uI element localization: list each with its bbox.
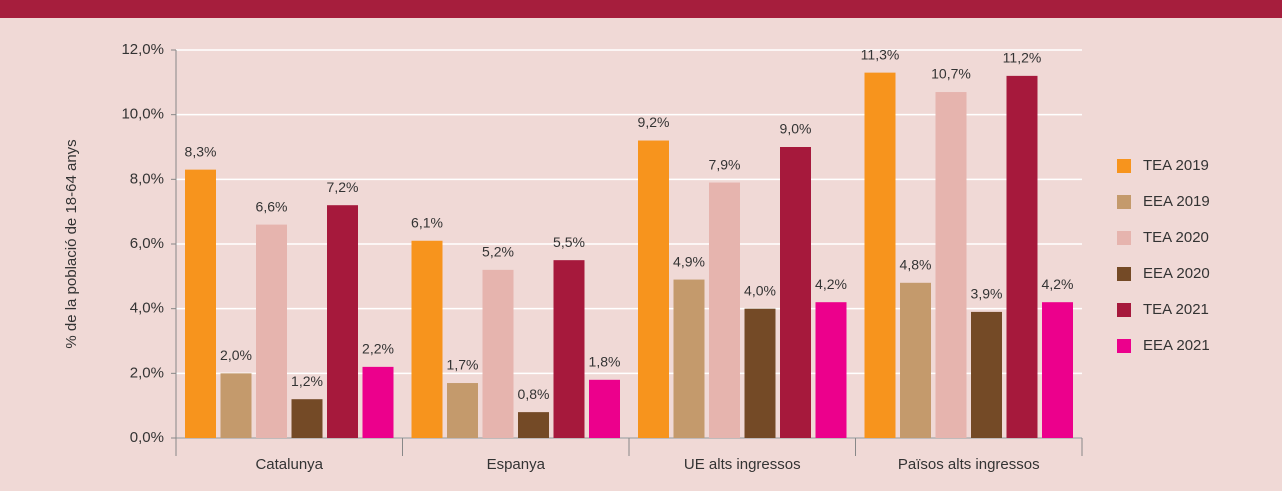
legend-label: EEA 2019 [1143,193,1210,210]
legend-label: TEA 2020 [1143,229,1209,246]
bar [971,311,1002,438]
bar [327,205,358,438]
value-label: 11,3% [861,46,900,62]
value-label: 1,2% [291,373,323,389]
bar [935,92,967,439]
bar [447,383,478,438]
value-label: 5,5% [553,234,585,250]
x-tick-label: Catalunya [255,456,323,473]
y-axis-title: % de la població de 18-64 anys [63,139,80,348]
header-band [0,0,1282,18]
bar [411,240,443,438]
value-label: 4,9% [673,253,705,269]
legend-label: TEA 2019 [1143,157,1209,174]
bar [256,224,287,438]
legend-swatch [1117,267,1131,281]
y-tick-label: 10,0% [121,106,164,123]
bar [780,147,811,438]
x-tick-label: UE alts ingressos [684,456,801,473]
value-label: 7,2% [327,179,359,195]
bar [553,260,585,438]
bar [673,279,705,438]
bar [220,373,252,438]
bar [185,169,216,438]
value-label: 10,7% [931,66,971,82]
value-label: 4,2% [1042,276,1074,292]
bar [1006,75,1038,438]
value-label: 1,7% [447,357,479,373]
bar [362,366,394,438]
y-tick-label: 4,0% [130,300,164,317]
y-tick-label: 0,0% [130,429,164,446]
legend-swatch [1117,195,1131,209]
legend-swatch [1117,159,1131,173]
y-tick-label: 12,0% [121,41,164,58]
legend-label: EEA 2020 [1143,265,1210,282]
value-label: 2,2% [362,341,394,357]
bar [482,269,514,438]
bar [864,72,896,438]
value-label: 11,2% [1003,50,1042,66]
bar [291,399,323,438]
y-tick-label: 6,0% [130,235,164,252]
x-tick-label: Espanya [487,456,546,473]
value-label: 4,8% [900,257,932,273]
value-label: 6,6% [256,198,288,214]
value-label: 7,9% [709,156,741,172]
y-tick-label: 2,0% [130,364,164,381]
value-label: 8,3% [185,143,217,159]
legend-swatch [1117,339,1131,353]
legend-label: TEA 2021 [1143,301,1209,318]
bar [1042,302,1073,438]
bar [589,379,620,438]
value-label: 4,2% [815,276,847,292]
value-label: 4,0% [744,282,776,298]
legend-swatch [1117,231,1131,245]
value-label: 2,0% [220,347,252,363]
x-tick-label: Països alts ingressos [898,456,1040,473]
bar [709,182,740,438]
legend-swatch [1117,303,1131,317]
value-label: 9,0% [780,121,812,137]
bar [900,282,931,438]
value-label: 9,2% [638,114,670,130]
value-label: 6,1% [411,214,443,230]
y-tick-label: 8,0% [130,170,164,187]
bar [815,302,847,438]
legend-label: EEA 2021 [1143,337,1210,354]
value-label: 5,2% [482,244,514,260]
value-label: 1,8% [589,354,621,370]
bar [638,140,669,439]
value-label: 0,8% [518,386,550,402]
bar [518,412,549,438]
value-label: 3,9% [971,286,1003,302]
bar [744,308,776,438]
